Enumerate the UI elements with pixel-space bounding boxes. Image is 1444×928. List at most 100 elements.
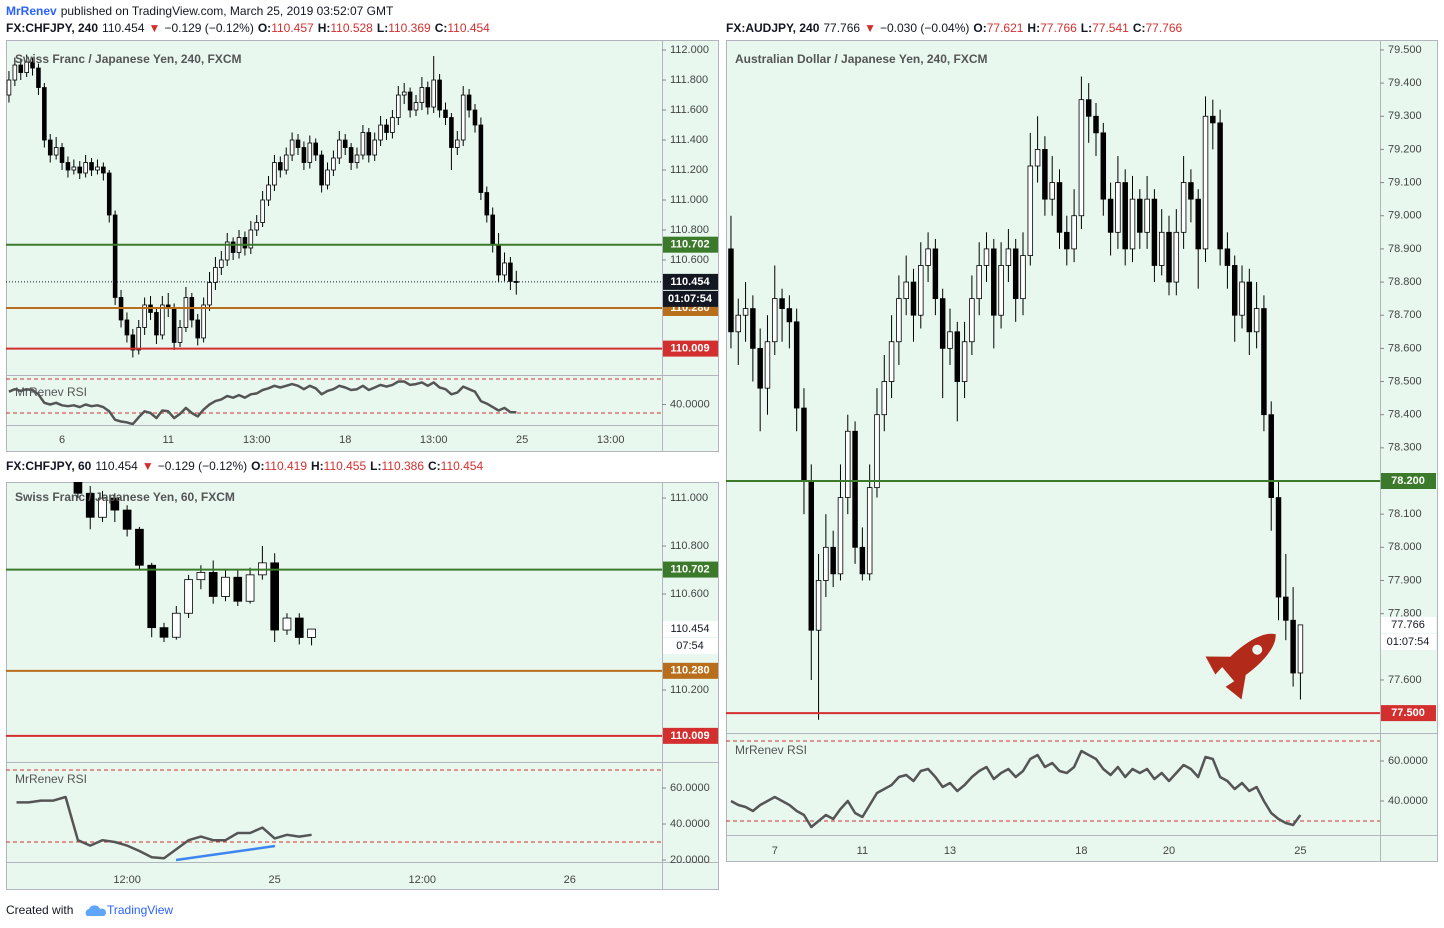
ohlc-label: C: [428,459,441,473]
candle-body [319,154,324,186]
candle-body [455,139,460,148]
x-tick-label: 11 [163,434,174,446]
candle-body [378,124,383,141]
last-price-label: 110.454 [671,623,710,635]
level-label: 77.500 [1391,707,1425,719]
level-label: 110.280 [670,665,709,677]
candle-body [837,497,844,575]
countdown-bg [663,290,718,307]
last-price-label-bg [1381,616,1436,633]
candle-body [98,497,107,518]
candle-body [289,139,295,156]
candle-body [207,282,212,306]
candle-body [1027,165,1034,256]
candle-body [998,265,1004,316]
candle-body [1151,198,1158,266]
candle-body [1144,198,1150,233]
x-tick-label: 25 [516,434,528,446]
candle-body [903,281,909,300]
candle-body [1268,414,1274,498]
candle-body [742,308,749,316]
change-arrow: ▼ [864,21,876,35]
candle-body [135,528,144,566]
candle-body [18,64,24,73]
rsi-tick-label: 20.0000 [670,854,710,866]
countdown-bg [1381,633,1436,650]
legend-header: FX:CHFJPY, 60 110.454 ▼ −0.129 (−0.12%) O:11… [6,459,483,473]
rsi-name: MrRenev RSI [735,743,807,757]
candle-body [106,172,112,216]
rocket-window [1252,644,1263,655]
candle-body [24,61,29,73]
candle-body [65,162,71,171]
y-tick-label: 112.000 [670,44,709,56]
level-label-bg [663,236,718,253]
panel-frame [6,40,719,452]
candle-body [1020,255,1026,300]
candle-body [1202,115,1209,250]
rsi-plot [730,749,1302,829]
candle-body [12,64,18,81]
ohlc-label: O: [251,459,264,473]
rsi-line [16,795,312,860]
candle-body [1239,281,1245,316]
candle-body [160,304,165,336]
candle-body [266,184,271,201]
countdown-bg [663,638,718,655]
candle-body [354,154,360,163]
ohlc-value: 110.386 [382,459,425,473]
x-tick-label: 13:00 [243,434,271,446]
candle-body [932,248,939,300]
candle-body [1246,281,1253,333]
candle-body [484,192,490,216]
candle-body [1012,248,1019,300]
candle-body [1122,182,1128,250]
rsi-line [730,749,1302,829]
candle-body [976,265,982,300]
candle-body [136,327,142,351]
x-tick-label: 13:00 [420,434,448,446]
ohlc-value: 110.454 [447,21,490,35]
candle-body [954,331,961,382]
change: −0.030 (−0.04%) [880,21,969,35]
candle-body [254,222,260,231]
candle-body [372,139,377,156]
ohlc-value: 110.528 [330,21,373,35]
candle-body [130,334,136,351]
candle-body [196,572,206,581]
rsi-tick-label: 60.0000 [670,782,710,794]
publish-info: published on TradingView.com, March 25, … [61,4,394,18]
y-tick-label: 78.100 [1388,508,1422,520]
candle-body [224,241,230,261]
candle-body [1297,624,1304,674]
candle-body [1231,265,1238,316]
y-tick-label: 78.000 [1388,541,1422,553]
level-label-bg [1381,473,1436,489]
candle-body [830,546,836,575]
candle-body [184,579,193,614]
candle-body [195,319,201,339]
symbol: FX:CHFJPY, 60 [6,459,92,473]
candle-body [502,262,507,276]
change: −0.129 (−0.12%) [158,459,247,473]
candle-body [1115,182,1121,233]
candle-body [925,248,931,266]
candle-body [969,298,975,343]
candle-body [260,199,265,223]
change: −0.129 (−0.12%) [164,21,253,35]
candle-body [1188,182,1194,200]
footer-brand[interactable]: TradingView [107,903,173,917]
candle-body [154,312,159,336]
candle-body [325,169,330,186]
countdown: 01:07:54 [668,293,713,305]
ohlc-label: H: [318,21,331,35]
y-tick-label: 111.000 [670,194,708,206]
candle-body [801,407,807,482]
candle-body [460,94,466,141]
candle-body [991,248,997,316]
candle-body [466,94,472,111]
candle-body [910,281,917,316]
author[interactable]: MrRenev [6,4,57,18]
